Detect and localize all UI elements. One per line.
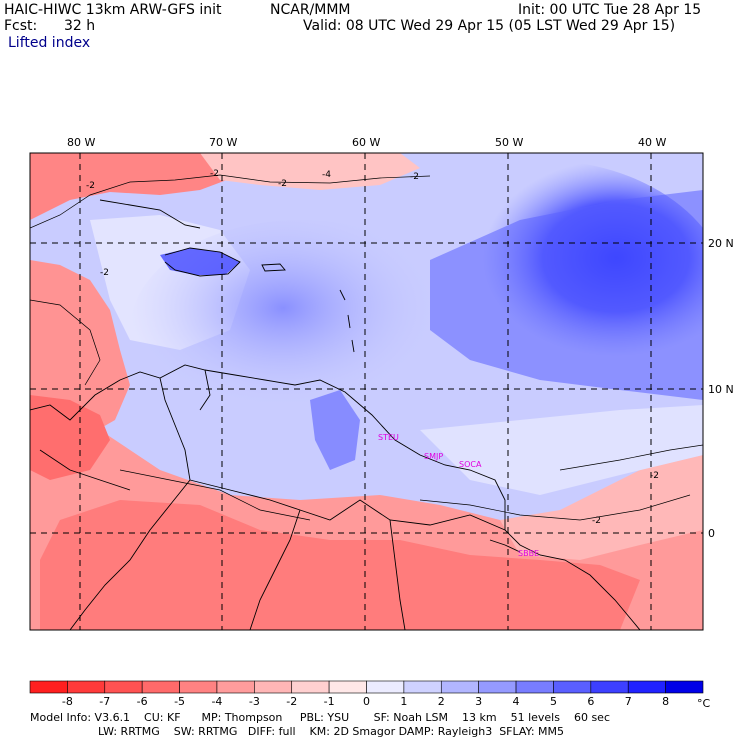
colorbar-swatch [403,680,442,694]
colorbar-swatch [254,680,293,694]
contour-label: -4 [322,170,331,180]
colorbar-tick-label: 0 [363,695,370,708]
colorbar-swatch [328,680,367,694]
colorbar-tick-label: -7 [99,695,110,708]
colorbar-swatch [590,680,629,694]
colorbar-tick-label: -6 [137,695,148,708]
colorbar-swatch [67,680,106,694]
colorbar-tick-label: -5 [174,695,185,708]
center-name: NCAR/MMM [270,2,351,18]
colorbar-tick-label: -4 [211,695,222,708]
map-frame [29,152,704,631]
colorbar-swatch [627,680,666,694]
valid-time: Valid: 08 UTC Wed 29 Apr 15 (05 LST Wed … [303,18,676,34]
colorbar-tick-label: 2 [438,695,445,708]
colorbar-swatch [366,680,405,694]
colorbar-swatch [478,680,517,694]
field-name: Lifted index [8,35,91,51]
colorbar-swatch [104,680,143,694]
colorbar-tick-label: 1 [400,695,407,708]
hispaniola-blue [160,248,240,275]
contour-lines [30,174,703,521]
contour-label: -2 [650,471,659,481]
colorbar-swatch [216,680,255,694]
station-label-smjp: SMJP [424,452,443,461]
colorbar-tick-label: 6 [587,695,594,708]
northwest-red-region [30,153,260,220]
model-info-line2: LW: RRTMG SW: RRTMG DIFF: full KM: 2D Sm… [98,725,564,738]
colorbar: -8 -7 -6 -5 -4 -3 -2 -1 0 1 2 3 4 5 6 7 8 [29,680,704,708]
colorbar-tick-label: 4 [513,695,520,708]
forecast-hour: 32 h [64,18,96,34]
colorbar-swatch [440,680,479,694]
colorbar-tick-label: -3 [249,695,260,708]
station-label-soca: SOCA [459,460,482,469]
lon-label-40w: 40 W [638,136,666,149]
colorbar-tick-label: -1 [324,695,335,708]
model-title: HAIC-HIWC 13km ARW-GFS init [4,2,222,18]
contour-label: -2 [86,181,95,191]
colorbar-swatch [291,680,330,694]
lat-label-10n: 10 N [708,383,734,396]
colorbar-swatch [179,680,218,694]
station-label-sbbe: SBBE [518,549,539,558]
contour-label: -2 [100,268,109,278]
colorbar-tick-label: 5 [550,695,557,708]
colorbar-tick-label: 7 [625,695,632,708]
lat-label-20n: 20 N [708,237,734,250]
contour-label: -2 [592,516,601,526]
coastlines [30,199,641,630]
colorbar-swatch [553,680,592,694]
colorbar-swatch [665,680,704,694]
contour-label: -2 [278,179,287,189]
lon-label-50w: 50 W [495,136,523,149]
forecast-label: Fcst: [4,18,38,34]
lon-label-70w: 70 W [209,136,237,149]
lat-label-eq: 0 [708,527,715,540]
contour-label: -2 [210,169,219,179]
lon-label-60w: 60 W [352,136,380,149]
lon-label-80w: 80 W [67,136,95,149]
east-blue-band [430,190,703,400]
colorbar-tick-label: 3 [475,695,482,708]
colorbar-tick-label: -2 [286,695,297,708]
model-info-line1: Model Info: V3.6.1 CU: KF MP: Thompson P… [30,711,610,724]
lat-lon-grid [30,153,703,630]
colorbar-tick-label: -8 [62,695,73,708]
station-label-steu: STEU [378,433,399,442]
colorbar-swatch [515,680,554,694]
contour-label: -2 [410,172,419,182]
colorbar-unit: °C [697,697,711,710]
colorbar-tick-label: 8 [662,695,669,708]
colorbar-swatch [141,680,180,694]
colorbar-swatch [29,680,68,694]
west-red-core [30,395,110,480]
init-time: Init: 00 UTC Tue 28 Apr 15 [518,2,702,18]
south-pink-east [500,455,703,560]
guiana-blue [310,390,360,470]
